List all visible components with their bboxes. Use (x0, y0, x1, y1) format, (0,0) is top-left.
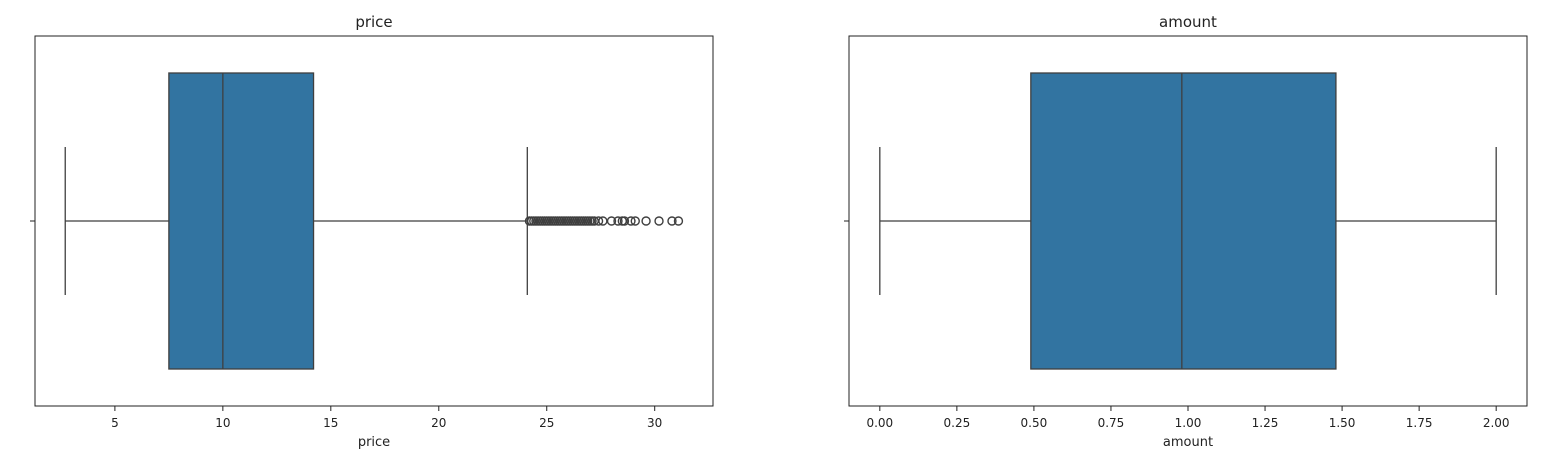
outlier-point (593, 216, 604, 226)
x-axis-label: price (358, 435, 390, 450)
x-tick-label: 1.75 (1406, 416, 1433, 430)
x-tick-label: 1.25 (1252, 416, 1279, 430)
outlier-point (667, 216, 677, 226)
x-tick-label: 0.25 (944, 416, 971, 430)
x-tick-label: 30 (647, 416, 662, 430)
x-tick-label: 20 (431, 416, 446, 430)
outlier-point (619, 216, 630, 226)
x-tick-label: 0.00 (866, 416, 893, 430)
iqr-box (1030, 72, 1337, 370)
x-tick-label: 1.00 (1175, 416, 1202, 430)
outlier-point (641, 216, 651, 226)
x-tick-label: 15 (323, 416, 338, 430)
outlier-point (630, 216, 640, 226)
chart-title: price (355, 13, 392, 31)
x-tick-label: 10 (215, 416, 230, 430)
chart-title: amount (1159, 13, 1217, 31)
outlier-point (626, 216, 636, 226)
x-tick-label: 0.50 (1021, 416, 1048, 430)
outlier-point (654, 216, 664, 226)
x-tick-label: 0.75 (1098, 416, 1125, 430)
iqr-box (168, 72, 315, 370)
x-tick-label: 5 (111, 416, 119, 430)
x-tick-label: 2.00 (1483, 416, 1510, 430)
outlier-point (673, 216, 684, 226)
outlier-point (606, 216, 617, 226)
x-tick-label: 1.50 (1329, 416, 1356, 430)
x-tick-label: 25 (539, 416, 554, 430)
x-axis-label: amount (1163, 435, 1213, 450)
outlier-point (613, 216, 623, 226)
